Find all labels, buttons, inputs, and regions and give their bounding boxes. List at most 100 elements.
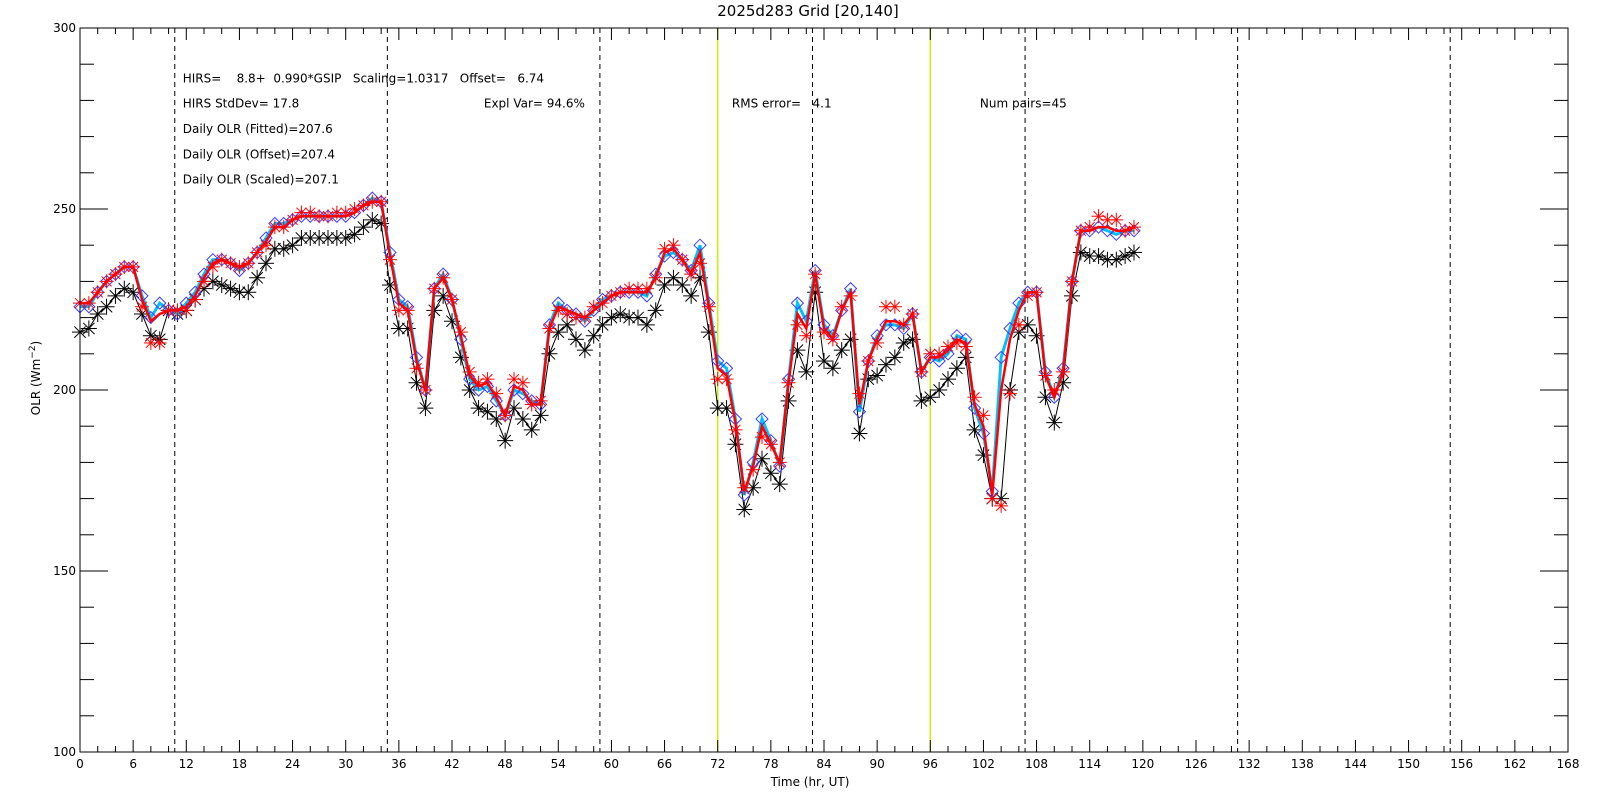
marker-stroke (578, 344, 591, 357)
fitted-point (835, 303, 849, 318)
marker-stroke (215, 279, 228, 292)
gsip-point (886, 349, 903, 366)
gsip-point (922, 389, 939, 406)
marker-stroke (392, 322, 405, 335)
gsip-point (851, 425, 868, 442)
marker-stroke (516, 412, 529, 425)
fitted-point (516, 386, 530, 401)
marker-stroke (623, 311, 636, 324)
chart-title: 2025d283 Grid [20,140] (717, 2, 899, 20)
annotation-text: HIRS StdDev= 17.8 (183, 97, 300, 111)
fitted-point (923, 350, 937, 365)
hirs-point (197, 274, 211, 289)
marker-stroke (1004, 388, 1016, 399)
annotation-text: Daily OLR (Offset)=207.4 (183, 147, 335, 161)
marker-stroke (1093, 210, 1104, 222)
x-tick-label: 54 (551, 757, 566, 771)
gsip-point (798, 363, 815, 380)
x-axis-label: Time (hr, UT) (770, 775, 850, 789)
x-tick-label: 138 (1291, 757, 1314, 771)
marker-stroke (419, 402, 432, 415)
marker-stroke (879, 358, 893, 371)
hirs-point (1100, 212, 1115, 227)
gsip-point (293, 229, 310, 246)
gsip-point (656, 277, 673, 294)
annotation-text: Daily OLR (Fitted)=207.6 (183, 122, 333, 136)
x-tick-label: 120 (1131, 757, 1154, 771)
gsip-point (258, 255, 274, 272)
gsip-point (647, 302, 664, 319)
marker-stroke (1101, 253, 1114, 266)
hirs-point (515, 375, 530, 390)
gsip-point (125, 284, 142, 301)
y-axis-label-base: OLR (Wm (29, 359, 43, 416)
x-tick-label: 60 (604, 757, 619, 771)
marker-stroke (694, 257, 706, 269)
marker-stroke (508, 373, 520, 385)
gsip-point (514, 410, 531, 427)
gsip-line (79, 219, 1135, 512)
gsip-point (1037, 389, 1054, 406)
gsip-point (948, 360, 965, 377)
x-tick-label: 90 (870, 757, 885, 771)
annotation-text: Expl Var= 94.6% (484, 97, 585, 111)
annotation-text: RMS error= 4.1 (732, 97, 832, 111)
marker-stroke (711, 402, 724, 415)
marker-stroke (667, 271, 680, 284)
fitted-point (144, 310, 158, 325)
marker-stroke (154, 337, 166, 349)
marker-stroke (1057, 376, 1070, 389)
marker-stroke (773, 478, 786, 491)
marker-stroke (959, 351, 972, 364)
gsip-point (541, 345, 558, 362)
marker-stroke (658, 279, 671, 292)
marker-stroke (888, 351, 901, 364)
gsip-point (674, 277, 691, 294)
fitted-point (932, 354, 946, 368)
x-tick-label: 30 (338, 757, 353, 771)
x-tick-label: 0 (76, 757, 84, 771)
gsip-point (1126, 244, 1142, 261)
marker-stroke (127, 286, 140, 299)
gsip-point (80, 320, 97, 337)
marker-stroke (826, 362, 839, 375)
fitted-point (578, 314, 592, 328)
marker-stroke (1102, 214, 1113, 226)
marker-stroke (569, 333, 583, 346)
gsip-point (417, 400, 434, 417)
marker-stroke (649, 304, 662, 317)
gsip-point (594, 316, 611, 333)
fitted-point (82, 300, 96, 314)
marker-stroke (525, 423, 538, 436)
fitted-point (1047, 390, 1061, 404)
marker-stroke (499, 434, 512, 447)
hirs-point (152, 335, 167, 350)
marker-stroke (481, 405, 494, 418)
x-tick-label: 36 (391, 757, 406, 771)
marker-stroke (941, 373, 955, 386)
marker-stroke (517, 377, 529, 389)
marker-stroke (853, 427, 866, 440)
marker-stroke (817, 355, 831, 368)
marker-stroke (304, 231, 317, 244)
marker-stroke (1048, 416, 1061, 429)
marker-stroke (295, 231, 308, 244)
fitted-point (232, 263, 247, 278)
marker-stroke (614, 307, 627, 320)
marker-stroke (676, 279, 689, 292)
gsip-point (931, 382, 948, 398)
gsip-point (665, 269, 682, 286)
gsip-point (284, 237, 301, 254)
marker-stroke (82, 322, 95, 335)
hirs-point (1082, 220, 1097, 235)
fit-line (80, 200, 1135, 496)
gsip-point (355, 219, 372, 236)
fitted-point (631, 285, 645, 299)
fitted-point (897, 321, 911, 336)
x-tick-label: 132 (1238, 757, 1261, 771)
marker-stroke (835, 344, 848, 357)
marker-stroke (259, 257, 273, 270)
gsip-point (240, 284, 257, 301)
fitted-point (879, 318, 893, 332)
marker-stroke (950, 362, 963, 375)
